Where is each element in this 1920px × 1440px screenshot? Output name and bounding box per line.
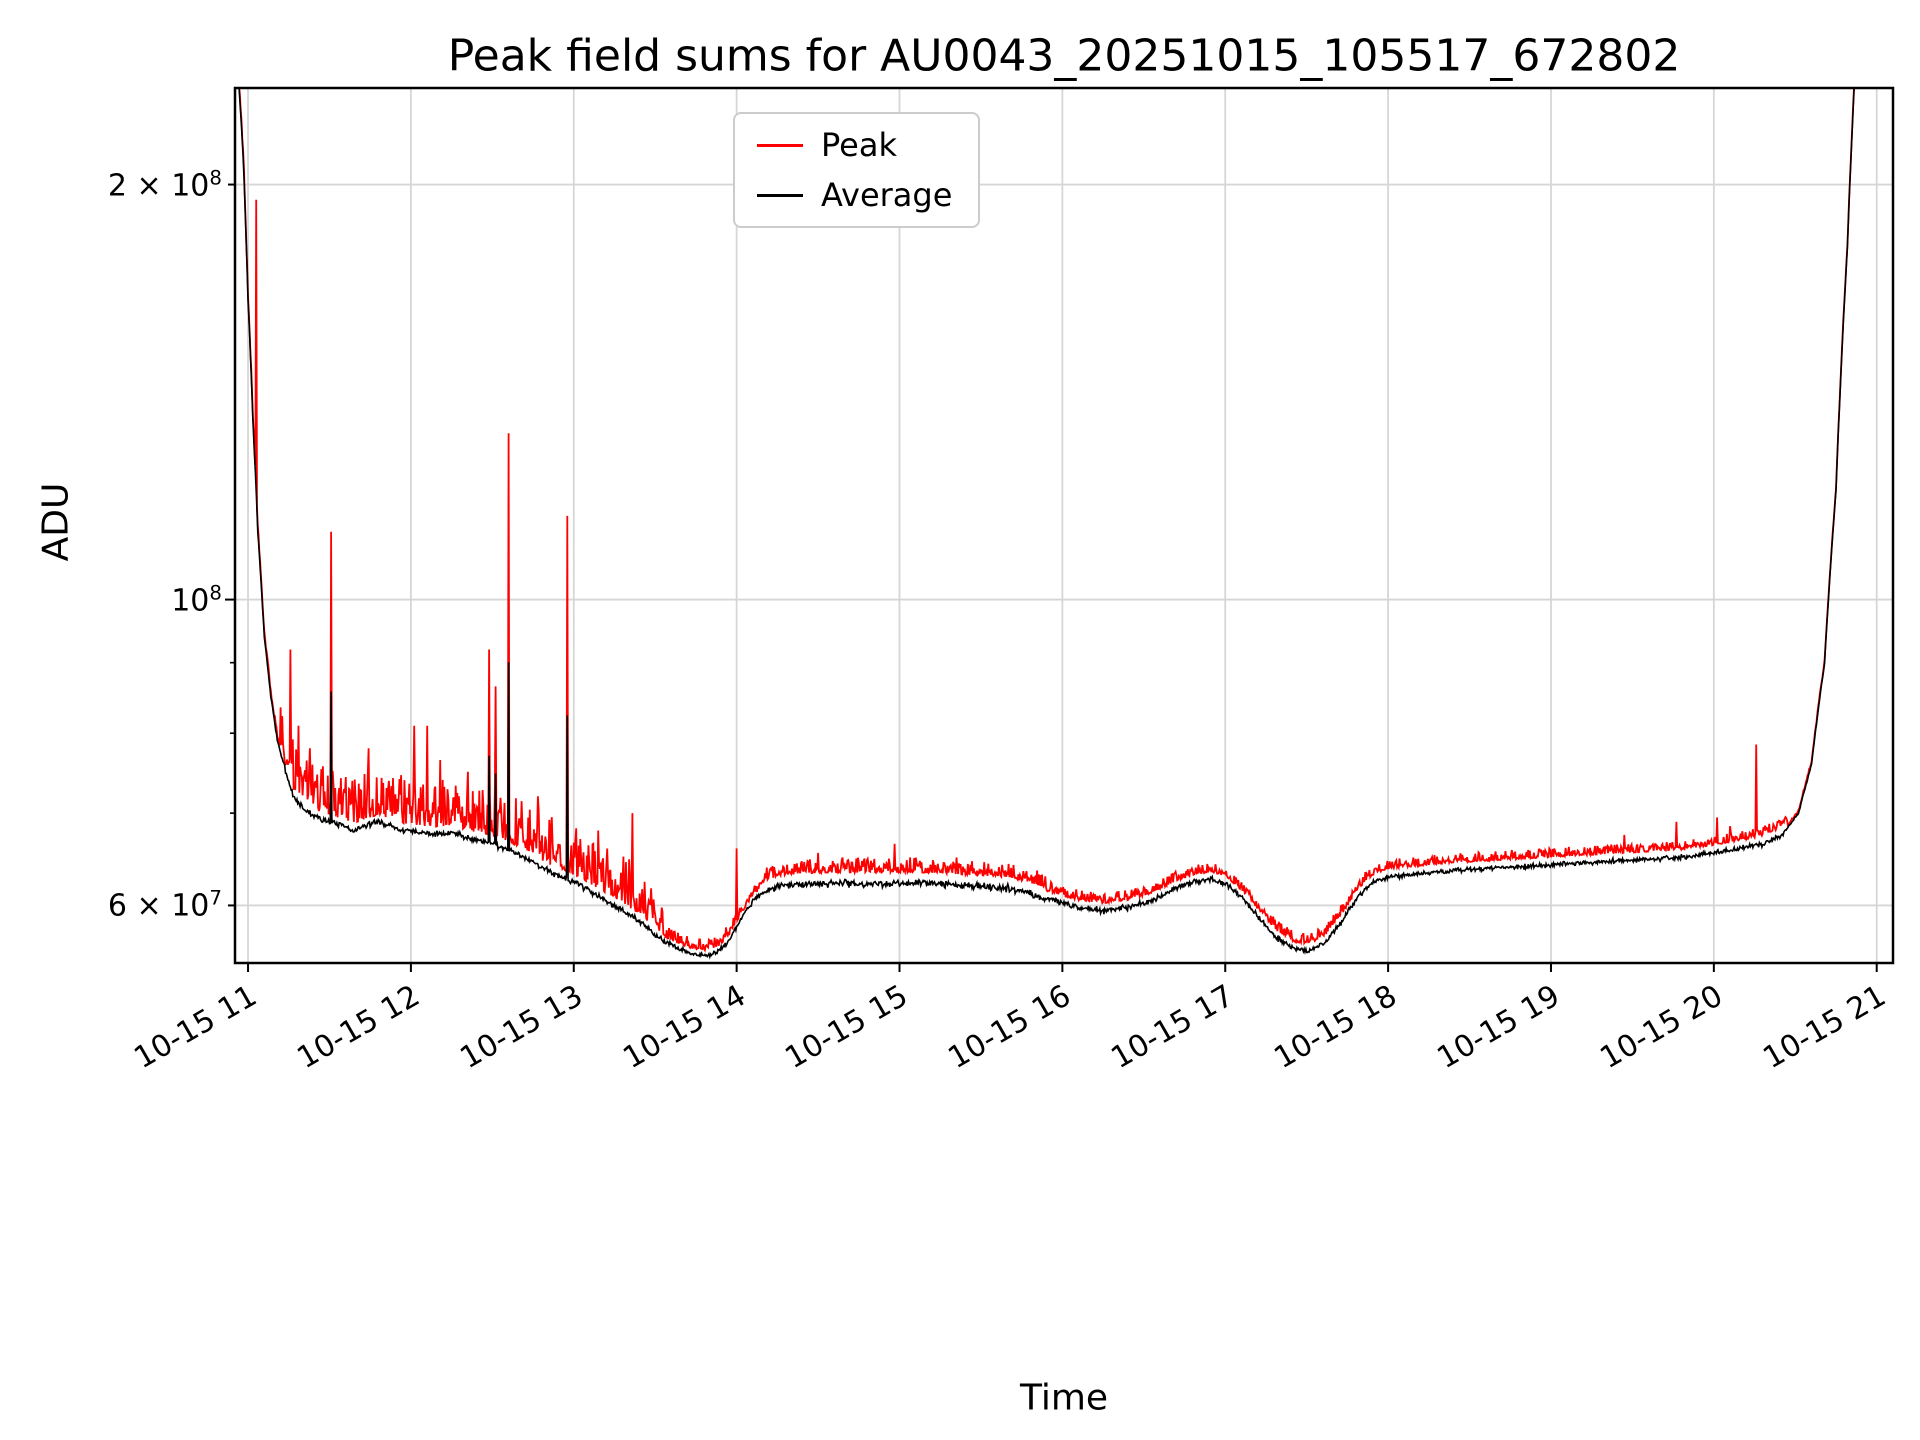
y-tick-label-6e7: 6 × 107 [40, 887, 222, 924]
y-tick-label-2e8: 2 × 108 [40, 167, 222, 204]
x-axis-label: Time [1019, 1377, 1109, 1419]
legend: Peak Average [733, 112, 981, 228]
legend-entry-average: Average [757, 176, 952, 214]
y-tick-mantissa: 10 [171, 583, 210, 619]
axes-frame [233, 86, 1895, 965]
peak-line-swatch [757, 143, 803, 147]
average-series-line [238, 88, 1855, 960]
chart-title: Peak field sums for AU0043_20251015_1055… [447, 30, 1681, 82]
legend-entry-peak: Peak [757, 126, 952, 164]
y-tick-label-1e8: 108 [40, 582, 222, 619]
peak-series-line [238, 88, 1855, 953]
average-line-swatch [757, 193, 803, 197]
y-tick-mantissa: 2 × 10 [107, 168, 210, 204]
legend-label-peak: Peak [821, 126, 897, 164]
legend-label-average: Average [821, 176, 953, 214]
y-axis-label: ADU [35, 482, 77, 562]
y-tick-exponent: 8 [209, 166, 222, 190]
y-tick-exponent: 8 [209, 581, 222, 605]
y-tick-mantissa: 6 × 10 [107, 888, 210, 924]
y-tick-exponent: 7 [209, 886, 222, 910]
